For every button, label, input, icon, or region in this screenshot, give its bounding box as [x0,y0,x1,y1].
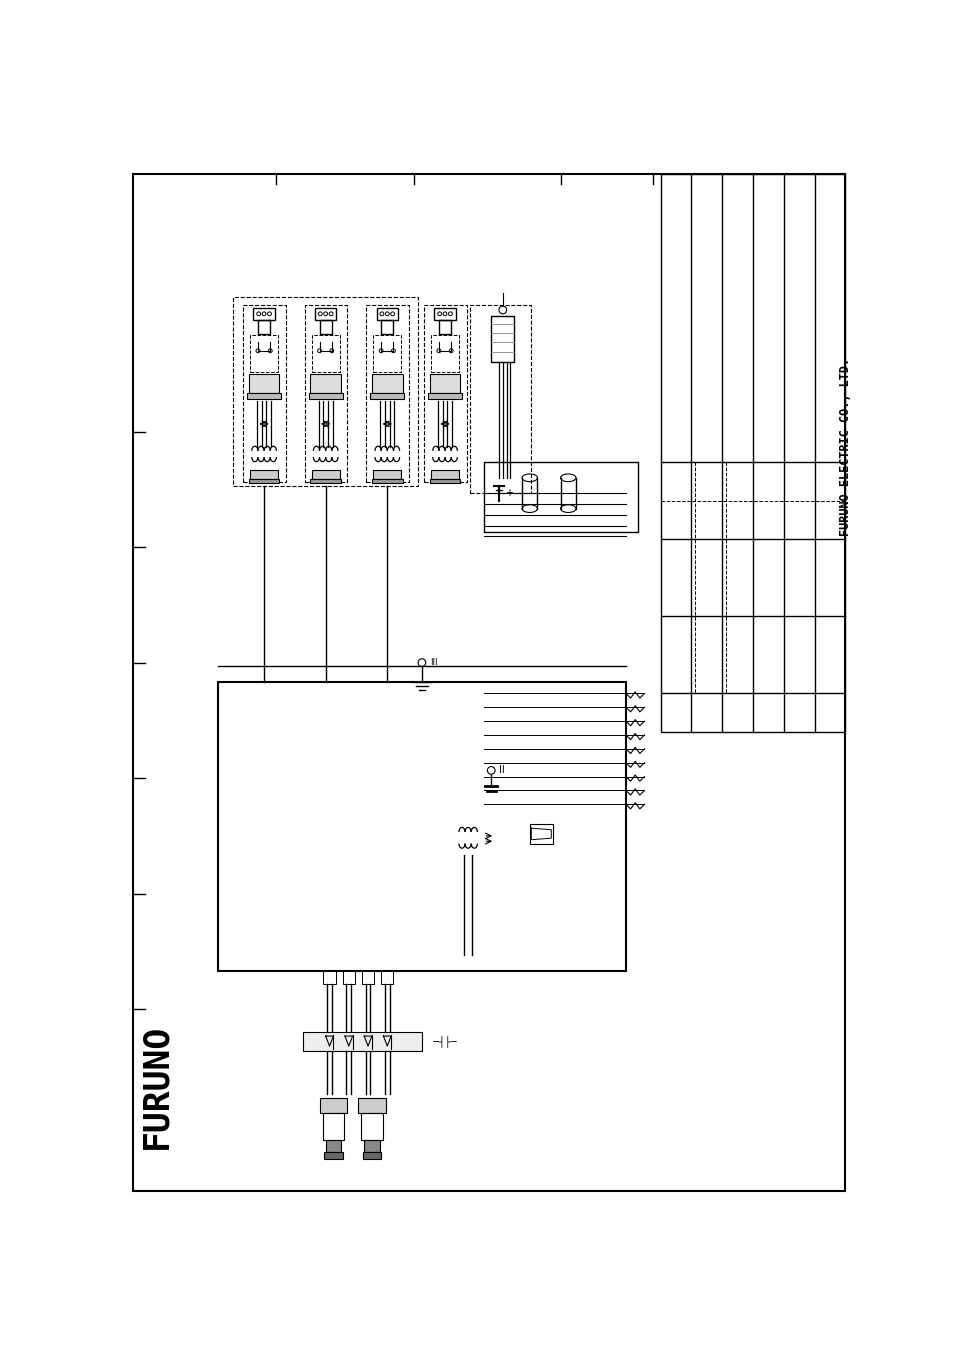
Bar [376,308,397,320]
Bar [381,320,393,334]
Bar [253,308,274,320]
Bar [469,304,531,493]
Bar [366,304,409,482]
Bar [372,374,402,393]
Bar [438,320,451,334]
Bar [302,1032,421,1051]
Bar [319,1097,347,1113]
Bar [483,462,637,532]
Bar [362,1151,381,1159]
Bar [249,374,279,393]
Bar [250,470,277,480]
Bar [309,393,342,400]
Bar [250,335,277,373]
Bar [491,316,514,362]
Bar [217,682,625,970]
Bar [249,480,279,484]
Bar [257,320,270,334]
Bar [434,308,456,320]
Text: II: II [498,766,504,775]
Bar [314,308,336,320]
Bar [243,304,285,482]
Bar [357,1097,385,1113]
Text: ─┤├─: ─┤├─ [429,1035,456,1047]
Bar [305,304,347,482]
Bar [429,374,460,393]
Bar [529,824,552,843]
Bar [429,480,460,484]
Bar [381,970,393,985]
Bar [322,1113,344,1140]
Bar [312,335,339,373]
Bar [310,480,341,484]
Bar [324,1151,342,1159]
Bar [312,470,339,480]
Bar [373,335,400,373]
Bar [372,480,402,484]
Bar [431,470,458,480]
Bar [319,320,332,334]
Bar [370,393,404,400]
Text: FURUNO ELECTRIC CO., LTD.: FURUNO ELECTRIC CO., LTD. [838,358,851,536]
Text: FURUNO: FURUNO [139,1024,173,1148]
Bar [373,470,400,480]
Bar [310,374,341,393]
Bar [431,335,458,373]
Bar [323,970,335,985]
Bar [428,393,461,400]
Text: III: III [429,658,436,667]
Bar [342,970,355,985]
Bar [361,1113,382,1140]
Bar [659,174,843,732]
Bar [424,304,466,482]
Bar [361,970,374,985]
Text: +: + [504,488,513,499]
Bar [247,393,281,400]
Bar [233,297,417,485]
Bar [325,1140,341,1151]
Bar [364,1140,379,1151]
